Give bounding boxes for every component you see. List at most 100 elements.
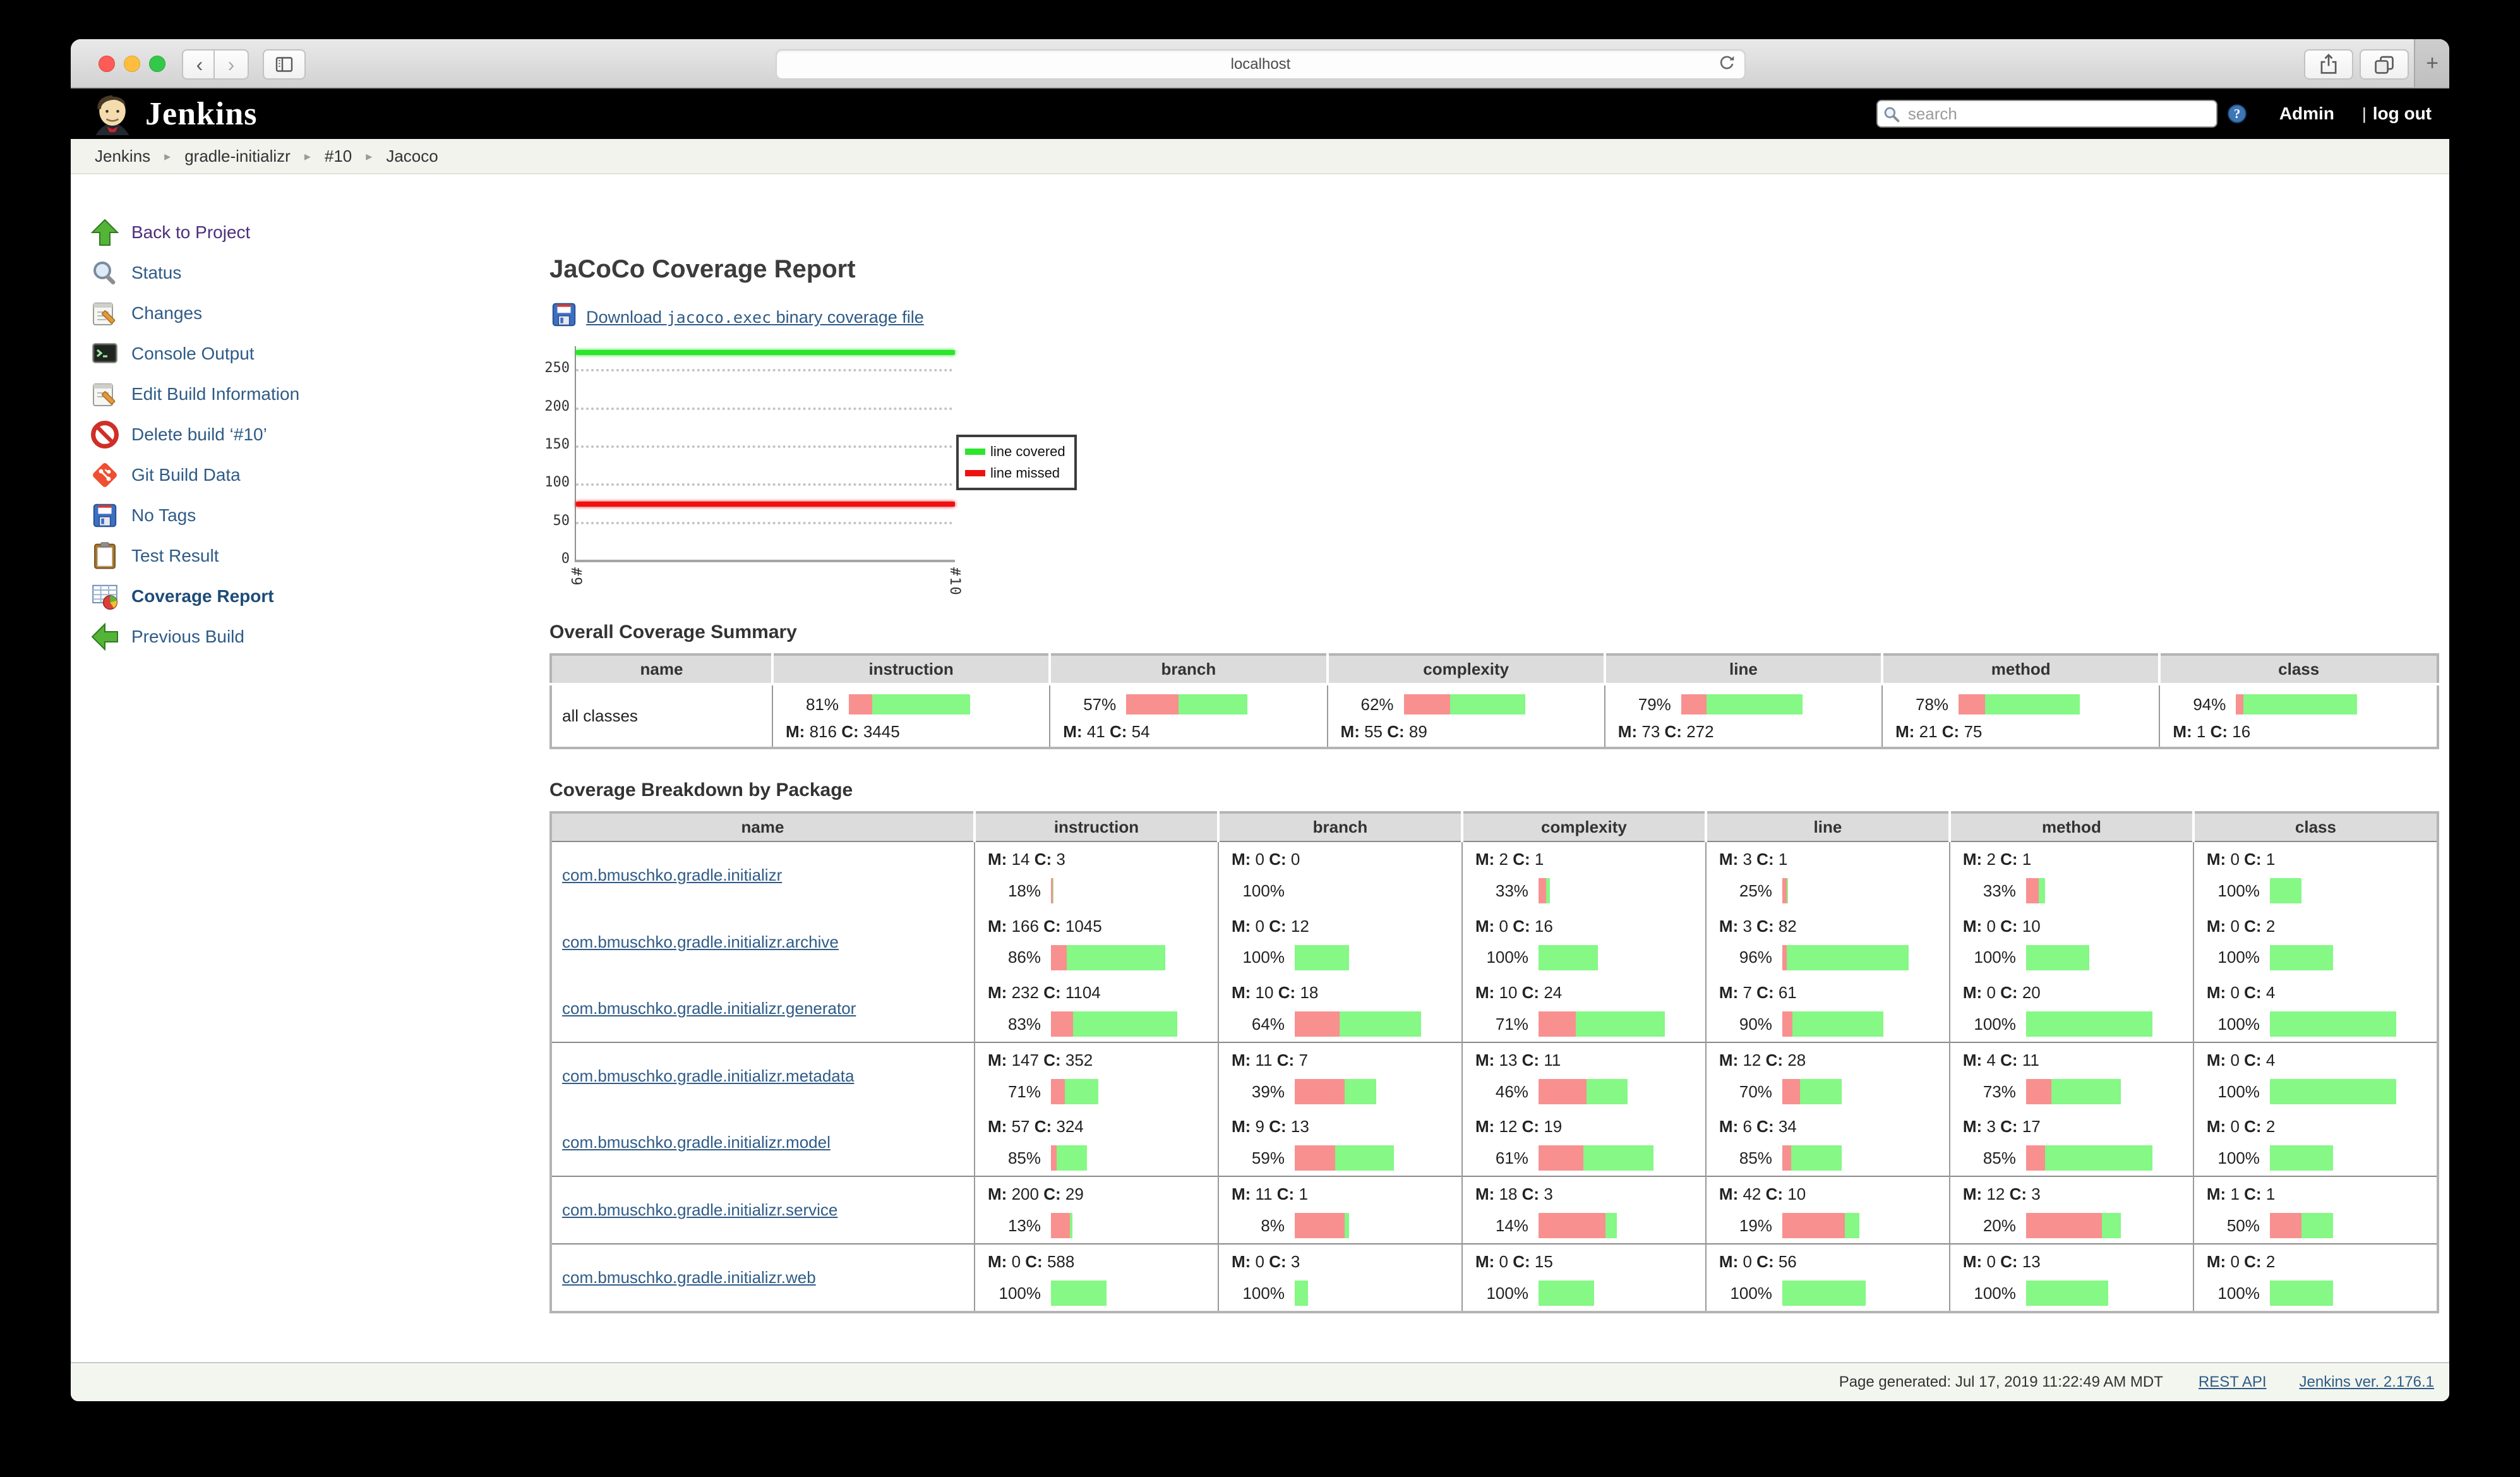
forward-button[interactable]: › <box>213 49 249 80</box>
missed-covered-counts: M: 13 C: 11 <box>1475 1051 1561 1070</box>
missed-covered-counts: M: 12 C: 3 <box>1962 1185 2041 1203</box>
coverage-bar <box>1782 944 1909 970</box>
download-link[interactable]: Download jacoco.exec binary coverage fil… <box>586 307 924 327</box>
package-metric-cell: M: 232 C: 1104 83% <box>974 975 1218 1042</box>
git-icon <box>88 460 121 490</box>
package-link[interactable]: com.bmuschko.gradle.initializr.metadata <box>562 1066 855 1085</box>
missed-bar <box>1538 878 1546 903</box>
missed-covered-counts: M: 12 C: 19 <box>1475 1117 1563 1136</box>
breadcrumb-separator-icon: ▸ <box>366 149 373 164</box>
new-tab-button[interactable]: + <box>2414 39 2449 87</box>
sidebar-item[interactable]: Test Result <box>88 541 532 571</box>
sidebar-item[interactable]: Status <box>88 258 532 288</box>
percent-value: 100% <box>2217 881 2260 900</box>
series-line-line-missed <box>576 501 955 507</box>
coverage-bar <box>1538 944 1599 970</box>
footer: Page generated: Jul 17, 2019 11:22:49 AM… <box>71 1362 2449 1401</box>
breadcrumb-link[interactable]: Jacoco <box>386 146 438 166</box>
covered-bar <box>2301 1213 2333 1238</box>
package-metric-cell: M: 12 C: 3 20% <box>1948 1176 2193 1244</box>
y-axis-tick: 200 <box>544 398 570 414</box>
breadcrumb-separator-icon: ▸ <box>304 149 311 164</box>
package-metric-cell: M: 0 C: 10 100% <box>1948 908 2193 975</box>
jenkins-logo-icon[interactable] <box>91 92 134 135</box>
percent-value: 62% <box>1360 694 1394 714</box>
sidebar-item[interactable]: No Tags <box>88 500 532 531</box>
package-link[interactable]: com.bmuschko.gradle.initializr.archive <box>562 932 839 951</box>
package-link[interactable]: com.bmuschko.gradle.initializr.model <box>562 1133 831 1152</box>
sidebar-item-label: Back to Project <box>131 222 251 242</box>
legend-entry: line missed <box>965 462 1065 484</box>
package-link[interactable]: com.bmuschko.gradle.initializr.service <box>562 1200 838 1219</box>
sidebar-item[interactable]: Console Output <box>88 339 532 369</box>
covered-bar <box>2269 1011 2396 1037</box>
missed-covered-counts: M: 1 C: 1 <box>2206 1185 2276 1203</box>
sidebar-item[interactable]: Changes <box>88 298 532 329</box>
sidebar-toggle-icon[interactable] <box>263 49 306 80</box>
sidebar-item-label: Console Output <box>131 344 255 363</box>
covered-bar <box>1587 1079 1628 1104</box>
table-row: all classes 81% M: 816 C: 3445 57% M: 41… <box>551 684 2438 748</box>
y-axis-tick: 0 <box>561 551 570 567</box>
tabs-icon[interactable] <box>2360 49 2409 80</box>
search-input[interactable] <box>1876 100 2217 128</box>
jenkins-brand[interactable]: Jenkins <box>145 95 258 132</box>
percent-value: 50% <box>2226 1215 2260 1235</box>
missed-bar <box>1782 878 1787 903</box>
help-icon[interactable]: ? <box>2228 104 2247 123</box>
coverage-bar <box>1538 1281 1595 1306</box>
logout-link[interactable]: log out <box>2372 104 2432 123</box>
covered-bar <box>2044 1145 2152 1171</box>
package-link[interactable]: com.bmuschko.gradle.initializr <box>562 865 783 884</box>
reload-icon[interactable] <box>1718 54 1736 76</box>
sidebar-item[interactable]: Back to Project <box>88 217 532 248</box>
legend-swatch <box>965 470 985 476</box>
covered-bar <box>2269 1281 2333 1306</box>
percent-value: 100% <box>1486 948 1528 967</box>
package-link[interactable]: com.bmuschko.gradle.initializr.generator <box>562 999 856 1018</box>
package-metric-cell: M: 3 C: 17 85% <box>1948 1109 2193 1176</box>
coverage-bar <box>2025 878 2045 903</box>
missed-bar <box>1538 1011 1576 1037</box>
missed-bar <box>2025 1213 2102 1238</box>
sidebar-item[interactable]: Delete build ‘#10’ <box>88 419 532 450</box>
footer-link[interactable]: Jenkins ver. 2.176.1 <box>2299 1373 2434 1390</box>
legend-label: line missed <box>990 465 1060 481</box>
close-button[interactable] <box>99 56 115 72</box>
search-icon <box>88 258 121 288</box>
series-line-line-covered <box>576 349 955 355</box>
url-text: localhost <box>1230 56 1291 73</box>
percent-value: 78% <box>1916 694 1949 714</box>
breadcrumb-link[interactable]: gradle-initializr <box>184 146 291 166</box>
sidebar-item[interactable]: Edit Build Information <box>88 379 532 409</box>
breadcrumb-link[interactable]: Jenkins <box>95 146 151 166</box>
coverage-bar <box>1051 1213 1073 1238</box>
sidebar-item[interactable]: Previous Build <box>88 622 532 652</box>
package-link[interactable]: com.bmuschko.gradle.initializr.web <box>562 1268 816 1287</box>
covered-bar <box>1538 944 1599 970</box>
package-metric-cell: M: 1 C: 1 50% <box>2192 1176 2438 1244</box>
footer-link[interactable]: REST API <box>2198 1373 2267 1390</box>
browser-window: ‹ › localhost + Jenkins ? Admin | log ou… <box>71 39 2449 1401</box>
page-generated-text: Page generated: Jul 17, 2019 11:22:49 AM… <box>1839 1373 2163 1390</box>
sidebar-item[interactable]: Coverage Report <box>88 581 532 612</box>
share-icon[interactable] <box>2304 49 2353 80</box>
column-header-branch: branch <box>1048 654 1328 685</box>
package-row: com.bmuschko.gradle.initializr.service M… <box>551 1176 2438 1244</box>
missed-covered-counts: M: 0 C: 0 <box>1231 850 1300 869</box>
percent-value: 70% <box>1739 1082 1772 1101</box>
zoom-button[interactable] <box>149 56 165 72</box>
minimize-button[interactable] <box>124 56 140 72</box>
percent-value: 100% <box>2217 1148 2260 1167</box>
coverage-bar <box>1538 1145 1654 1171</box>
address-bar[interactable]: localhost <box>776 49 1746 80</box>
missed-covered-counts: M: 9 C: 13 <box>1231 1117 1309 1136</box>
percent-value: 100% <box>1974 1283 2016 1303</box>
admin-link[interactable]: Admin <box>2279 104 2334 123</box>
back-button[interactable]: ‹ <box>182 49 217 80</box>
breadcrumb-link[interactable]: #10 <box>324 146 352 166</box>
coverage-bar <box>1051 944 1166 970</box>
sidebar-item[interactable]: Git Build Data <box>88 460 532 490</box>
jenkins-header: Jenkins ? Admin | log out <box>71 88 2449 139</box>
coverage-bar <box>1294 1079 1376 1104</box>
